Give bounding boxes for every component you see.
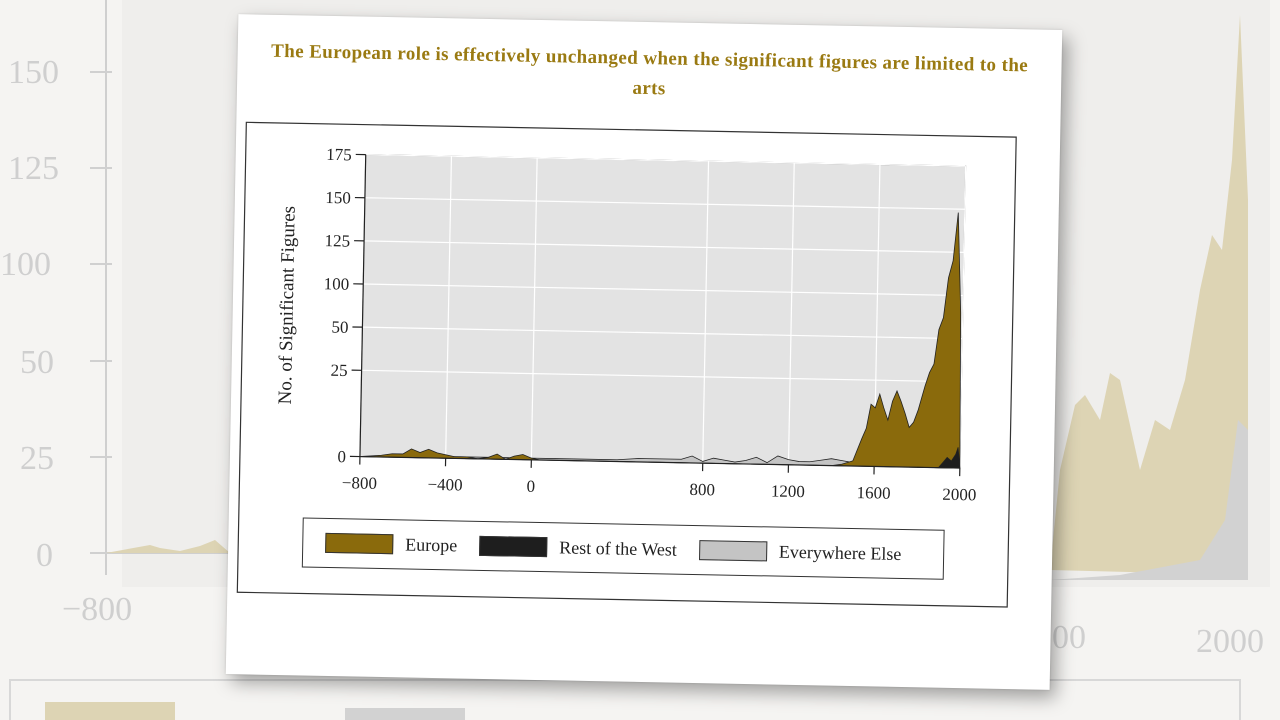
y-tick-label: 50: [331, 318, 348, 337]
legend-swatch-everywhere-else: [698, 540, 768, 562]
y-tick-label: 125: [324, 231, 350, 250]
horizontal-gridline: [361, 369, 962, 383]
bg-ytick-label: 125: [8, 150, 59, 187]
series-area-rest-of-the-west: [916, 447, 961, 469]
y-tick-label: 100: [324, 274, 350, 293]
bg-xtick-label: −800: [62, 591, 132, 628]
y-tick-label: 0: [337, 447, 346, 466]
x-tick-label: −400: [427, 475, 462, 495]
bg-europe-area: [1050, 15, 1248, 575]
chart-plot: 175 150 125 100 50 25 0 −800 −400 0 800 1200 1600 20…: [236, 121, 1017, 608]
chart-card: The European role is effectively unchang…: [225, 14, 1063, 690]
legend-item-europe: Europe: [325, 532, 457, 556]
bg-everywhere-area: [1050, 420, 1248, 580]
bg-xtick-label: 00: [1052, 619, 1086, 656]
y-axis-line: [359, 154, 367, 457]
legend-label: Rest of the West: [559, 536, 678, 560]
vertical-gridline: [787, 162, 795, 465]
bg-ytick-label: 100: [0, 246, 51, 283]
y-axis: 175 150 125 100 50 25 0: [324, 145, 367, 466]
horizontal-gridline: [363, 283, 964, 297]
vertical-gridline: [702, 161, 710, 464]
bg-ytick-label: 25: [20, 440, 54, 477]
x-tick-label: −800: [342, 473, 377, 493]
x-tick-label: 0: [526, 477, 535, 496]
x-tick-label: 800: [689, 480, 715, 499]
x-tick-label: 1200: [771, 481, 805, 501]
y-axis-label: No. of Significant Figures: [275, 206, 300, 405]
bg-europe-area: [106, 540, 230, 553]
legend-label: Everywhere Else: [778, 541, 902, 564]
horizontal-gridline: [364, 197, 965, 210]
vertical-gridline: [530, 157, 538, 460]
y-tick-label: 150: [325, 188, 351, 207]
legend-item-everywhere-else: Everywhere Else: [698, 540, 902, 565]
x-tick-label: 1600: [856, 483, 890, 503]
legend-swatch-rest-of-west: [479, 535, 548, 558]
horizontal-gridline: [364, 240, 964, 254]
legend-item-rest-of-west: Rest of the West: [479, 535, 677, 560]
x-axis: −800 −400 0 800 1200 1600 2000: [342, 455, 977, 505]
vertical-gridline: [959, 166, 967, 469]
bg-ytick-label: 150: [8, 54, 59, 91]
bg-xtick-label: 2000: [1196, 623, 1264, 660]
legend-swatch-europe: [325, 532, 394, 555]
horizontal-gridline: [362, 326, 963, 340]
bg-ytick-label: 50: [20, 344, 54, 381]
bg-ytick-label: 0: [36, 537, 53, 574]
legend-label: Europe: [405, 533, 458, 555]
y-tick-label: 175: [326, 145, 352, 164]
x-tick-label: 2000: [942, 485, 976, 505]
x-axis-line: [359, 455, 960, 469]
horizontal-gridline: [365, 154, 966, 167]
vertical-gridline: [445, 156, 453, 459]
y-tick-label: 25: [330, 361, 347, 380]
